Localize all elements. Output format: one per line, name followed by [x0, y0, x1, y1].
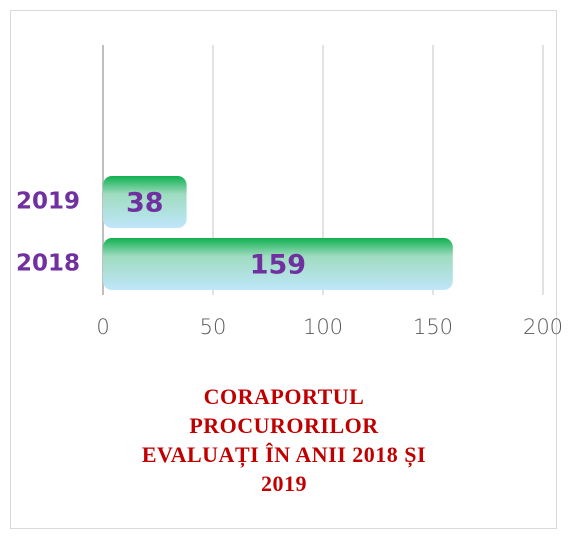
category-label: 2018 — [16, 251, 80, 277]
bar — [103, 238, 453, 290]
x-tick-label: 50 — [200, 315, 227, 339]
x-tick-label: 0 — [96, 315, 109, 339]
category-label: 2019 — [16, 189, 80, 215]
value-label: 38 — [126, 188, 164, 219]
bar — [103, 176, 187, 228]
x-tick-label: 100 — [303, 315, 343, 339]
x-tick-label: 150 — [413, 315, 453, 339]
x-tick-label: 200 — [523, 315, 563, 339]
value-label: 159 — [250, 250, 306, 281]
chart-title: CORAPORTUL PROCURORILOR EVALUAȚI ÎN ANII… — [141, 384, 427, 496]
chart-frame — [10, 10, 557, 529]
